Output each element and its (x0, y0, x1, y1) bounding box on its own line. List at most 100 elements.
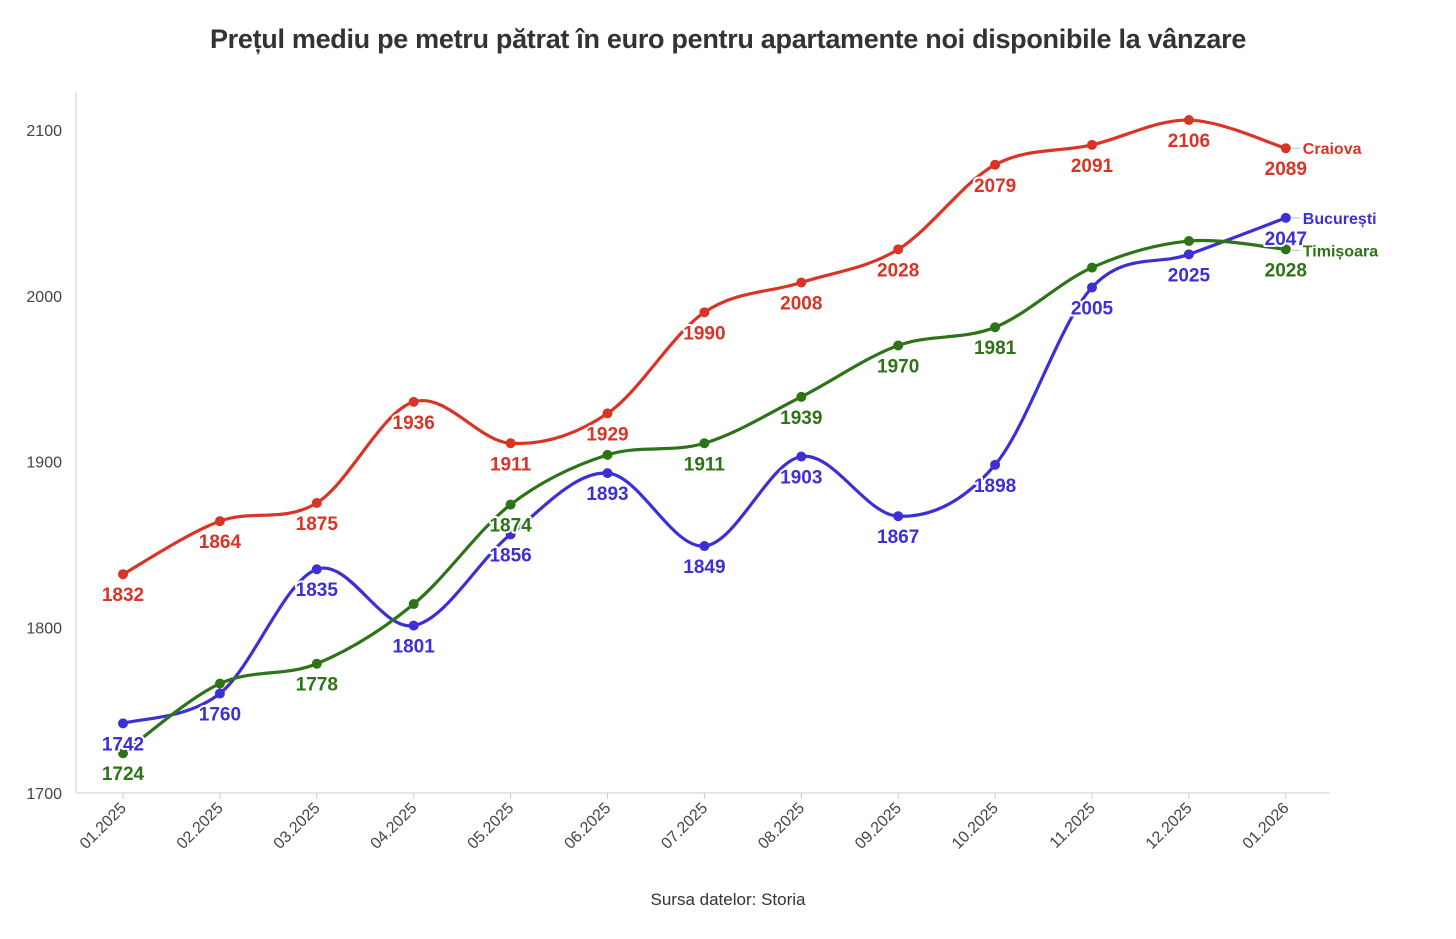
data-label-craiova: 2008 (780, 293, 822, 314)
y-tick-label: 1900 (26, 455, 62, 472)
data-point-bucuresti (408, 620, 419, 631)
data-label-timisoara: 1778 (296, 675, 338, 696)
data-label-timisoara: 1911 (684, 454, 726, 475)
data-label-timisoara: 1970 (877, 356, 919, 377)
x-tick-label: 11.2025 (1047, 800, 1099, 852)
y-tick-label: 1800 (26, 620, 62, 637)
data-point-timisoara (990, 322, 1001, 333)
data-label-bucuresti: 1835 (296, 580, 339, 601)
data-label-craiova: 2091 (1071, 156, 1114, 177)
data-point-craiova (408, 396, 419, 407)
data-label-bucuresti: 1893 (586, 484, 628, 505)
data-label-craiova: 2089 (1265, 159, 1307, 180)
data-point-craiova (893, 244, 904, 255)
data-label-timisoara: 1939 (780, 408, 822, 429)
data-point-bucuresti (214, 688, 225, 699)
data-point-bucuresti (602, 468, 613, 479)
data-label-timisoara: 1874 (489, 516, 532, 537)
x-tick-label: 04.2025 (368, 800, 421, 853)
data-label-craiova: 1936 (393, 413, 435, 434)
data-point-timisoara (1183, 236, 1194, 247)
data-point-bucuresti (505, 529, 516, 540)
data-point-craiova (1183, 115, 1194, 126)
data-label-bucuresti: 2025 (1168, 265, 1211, 286)
data-point-craiova (699, 307, 710, 318)
data-label-bucuresti: 1801 (393, 637, 436, 658)
data-point-craiova (796, 277, 807, 288)
data-label-craiova: 1911 (490, 454, 532, 475)
y-tick-label: 2000 (26, 289, 62, 306)
data-label-bucuresti: 2005 (1071, 298, 1114, 319)
data-label-bucuresti: 1849 (683, 557, 725, 578)
series-name-timisoara: Timișoara (1303, 243, 1378, 260)
data-label-timisoara: 1981 (974, 338, 1017, 359)
x-tick-label: 10.2025 (949, 800, 1002, 853)
data-label-bucuresti: 2047 (1265, 229, 1307, 250)
x-tick-label: 06.2025 (561, 800, 614, 853)
data-label-timisoara: 1724 (102, 764, 145, 785)
data-point-craiova (1087, 139, 1097, 150)
data-point-craiova (118, 569, 128, 580)
data-point-craiova (214, 516, 225, 527)
data-point-craiova (505, 438, 516, 449)
data-label-craiova: 2028 (877, 260, 919, 281)
data-label-bucuresti: 1856 (489, 545, 531, 566)
data-label-craiova: 2079 (974, 176, 1016, 197)
axes: 1700 1800 1900 2000 2100 01.2025 02.2025 03.202… (26, 92, 1330, 853)
chart-title: Prețul mediu pe metru pătrat în euro pen… (209, 24, 1247, 54)
data-label-bucuresti: 1760 (199, 705, 241, 726)
data-point-bucuresti (893, 511, 904, 522)
x-tick-label: 09.2025 (852, 800, 905, 853)
data-label-craiova: 1832 (102, 585, 144, 606)
data-point-timisoara (699, 438, 710, 449)
data-point-timisoara (118, 748, 128, 759)
x-tick-label: 05.2025 (465, 800, 518, 853)
data-point-timisoara (602, 449, 613, 460)
series-line-craiova (121, 118, 1288, 576)
data-point-bucuresti (311, 564, 322, 575)
y-tick-label: 2100 (26, 123, 62, 140)
data-point-timisoara (505, 499, 516, 510)
data-point-timisoara (1280, 244, 1291, 255)
data-label-bucuresti: 1903 (780, 468, 822, 489)
data-label-craiova: 1929 (586, 424, 628, 445)
data-label-craiova: 1990 (683, 323, 725, 344)
x-tick-label: 03.2025 (271, 800, 324, 853)
series-name-craiova: Craiova (1303, 141, 1362, 158)
y-tick-label: 1700 (26, 786, 62, 803)
data-label-bucuresti: 1742 (102, 734, 144, 755)
x-tick-label: 01.2025 (77, 800, 130, 853)
data-point-timisoara (796, 391, 807, 402)
data-label-craiova: 1875 (296, 514, 339, 535)
x-tick-label: 08.2025 (755, 800, 808, 853)
x-tick-label: 12.2025 (1143, 800, 1196, 853)
x-tick-label: 07.2025 (658, 800, 711, 853)
data-point-craiova (311, 497, 322, 508)
data-label-craiova: 1864 (199, 532, 242, 553)
data-label-bucuresti: 1867 (877, 527, 919, 548)
data-point-bucuresti (1183, 249, 1194, 260)
x-tick-label: 02.2025 (174, 800, 227, 853)
data-point-timisoara (893, 340, 904, 351)
data-point-bucuresti (990, 459, 1001, 470)
data-point-bucuresti (118, 718, 128, 729)
source-note: Sursa datelor: Storia (650, 890, 806, 909)
series-name-bucuresti: București (1303, 211, 1377, 228)
data-point-timisoara (311, 658, 322, 669)
data-point-bucuresti (699, 541, 710, 552)
data-label-timisoara: 2028 (1265, 260, 1307, 281)
data-point-craiova (1280, 143, 1291, 154)
data-point-bucuresti (1087, 282, 1097, 293)
data-label-bucuresti: 1898 (974, 476, 1016, 497)
data-labels: 1832 1864 1875 1936 1911 1929 1990 2008 2028 2079… (100, 129, 1378, 787)
data-point-timisoara (408, 599, 419, 610)
data-point-craiova (990, 159, 1001, 170)
data-point-timisoara (214, 678, 225, 689)
data-point-bucuresti (796, 451, 807, 462)
data-point-bucuresti (1280, 212, 1291, 223)
series-lines (121, 118, 1288, 755)
series-points (118, 115, 1291, 759)
x-tick-label: 01.2026 (1240, 800, 1293, 853)
data-point-timisoara (1087, 262, 1097, 273)
